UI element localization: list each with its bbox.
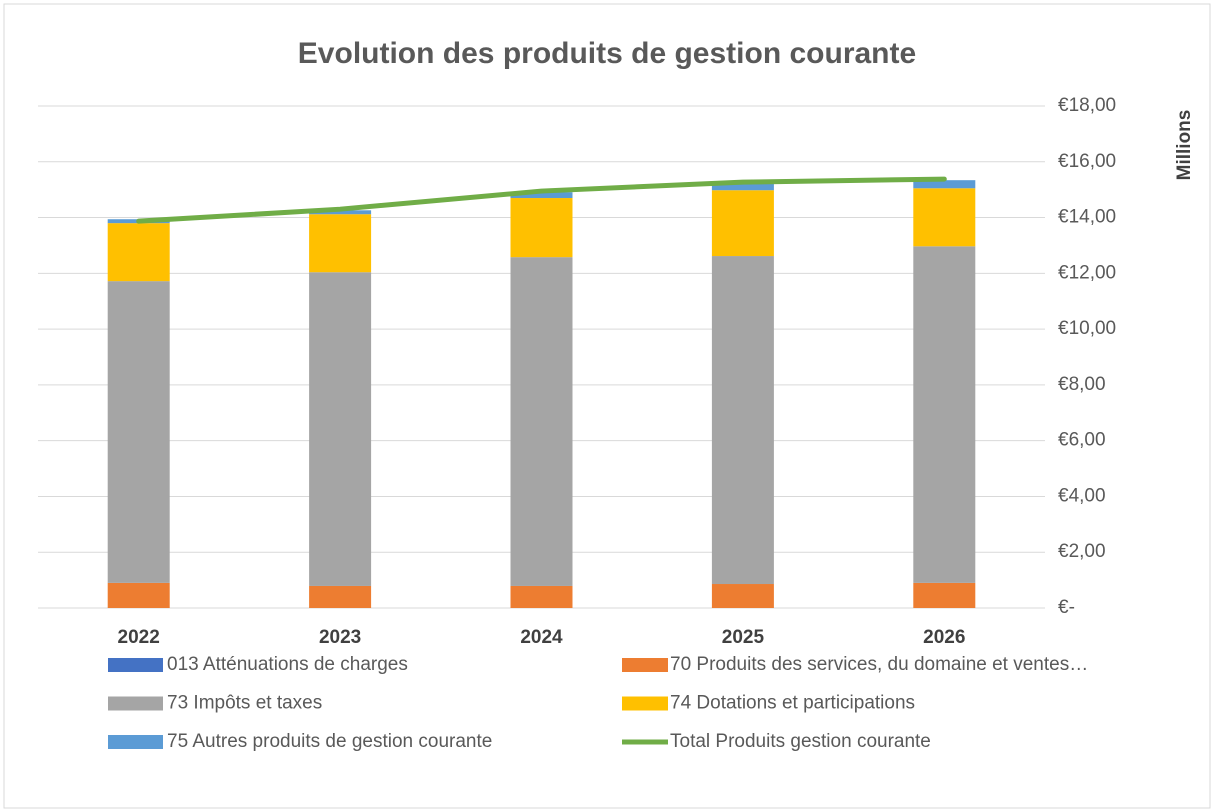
legend-label: 70 Produits des services, du domaine et … (670, 654, 1088, 675)
bar-segment (309, 585, 372, 608)
bar-segment (711, 190, 774, 257)
x-tick-label: 2025 (722, 627, 765, 648)
bar-segment (309, 214, 372, 273)
bar-segment (309, 210, 372, 215)
y-tick-label: €18,00 (1058, 95, 1116, 116)
chart-border (3, 3, 1211, 809)
bar-segment (107, 223, 170, 282)
bar-segment (309, 272, 372, 586)
y-tick-label: €16,00 (1058, 151, 1116, 172)
legend-swatch (108, 658, 163, 672)
bar-segment (711, 256, 774, 585)
y-tick-label: €6,00 (1058, 430, 1106, 451)
x-tick-label: 2022 (118, 627, 160, 648)
chart-title: Evolution des produits de gestion couran… (298, 37, 916, 70)
x-tick-label: 2026 (923, 627, 965, 648)
y-tick-label: €8,00 (1058, 374, 1106, 395)
y-tick-label: €- (1058, 597, 1075, 618)
bar-segment (510, 192, 573, 199)
y-tick-label: €4,00 (1058, 485, 1106, 506)
legend-swatch (622, 696, 668, 711)
y-tick-label: €2,00 (1058, 541, 1106, 562)
bar-segment (510, 585, 573, 608)
legend-swatch (622, 658, 668, 672)
legend-label: 74 Dotations et participations (670, 693, 915, 714)
legend-label: 013 Atténuations de charges (167, 654, 408, 675)
bar-segment (711, 182, 774, 191)
legend-swatch (108, 696, 163, 711)
y-tick-label: €12,00 (1058, 262, 1116, 283)
y-tick-label: €14,00 (1058, 207, 1116, 228)
bar-segment (510, 257, 573, 586)
bar-segment (913, 246, 976, 583)
bar-segment (107, 281, 170, 583)
bar-segment (913, 188, 976, 247)
legend-label: 75 Autres produits de gestion courante (167, 731, 492, 752)
bar-segment (711, 584, 774, 608)
bar-segment (913, 180, 976, 189)
legend-swatch (108, 735, 163, 749)
total-line (136, 176, 947, 224)
bar-segment (510, 198, 573, 258)
legend-label: Total Produits gestion courante (670, 731, 931, 752)
bar-segment (107, 582, 170, 608)
y-tick-label: €10,00 (1058, 318, 1116, 339)
y-axis-label: Millions (1174, 110, 1195, 181)
bar-segment (913, 582, 976, 608)
x-tick-label: 2023 (319, 627, 361, 648)
x-tick-label: 2024 (520, 627, 563, 648)
legend-label: 73 Impôts et taxes (167, 693, 322, 714)
